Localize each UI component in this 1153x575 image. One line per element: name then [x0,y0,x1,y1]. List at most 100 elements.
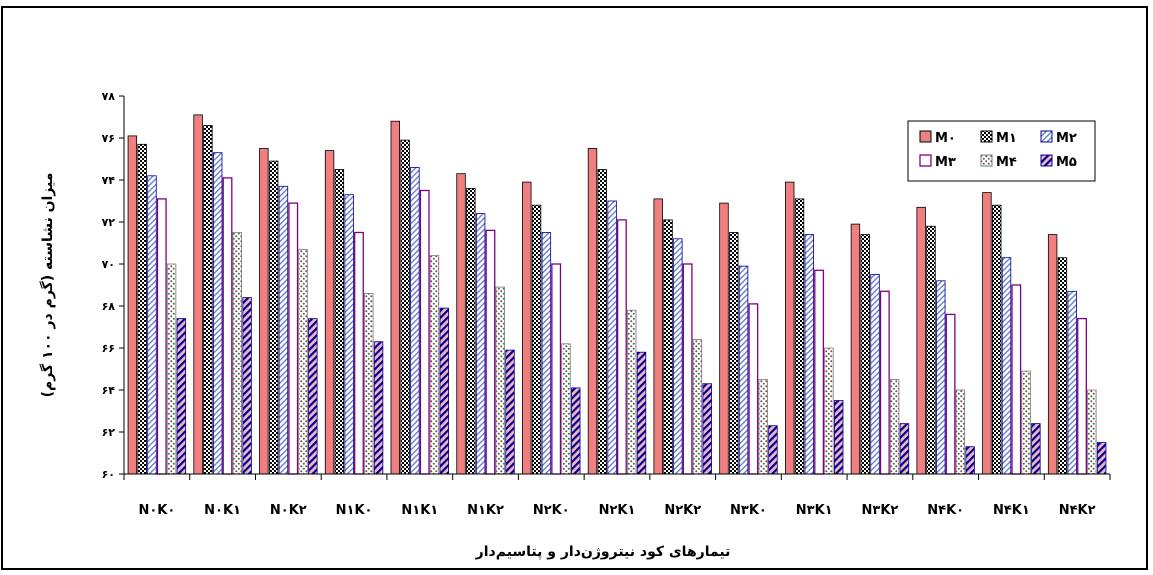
legend: M۰ M۱ M۲ M۳ M۴ M۵ [907,120,1096,182]
bar-1-9 [729,232,739,475]
x-tick-label: N۳K۱ [796,503,833,518]
bar-5-11 [899,423,910,475]
bar-5-1 [242,297,252,475]
bar-4-4 [429,255,440,475]
bar-4-13 [1021,370,1031,475]
legend-swatch [1040,154,1053,167]
bar-1-3 [334,169,345,475]
axes-layer [123,96,1111,480]
bar-2-8 [673,238,683,475]
bar-0-12 [916,206,926,475]
y-ticks: ۶۰ ۶۲ ۶۴ ۶۶ ۶۸ ۷۰ ۷۲ ۷۴ ۷۶ ۷۸ [102,90,124,481]
y-tick-label: ۶۸ [102,300,116,313]
bar-0-10 [785,181,795,475]
bar-0-5 [456,173,466,475]
x-tick-label: N۲K۲ [664,503,701,518]
bar-2-10 [804,234,815,475]
bar-5-4 [439,307,450,475]
bar-2-6 [541,232,552,475]
bar-0-14 [1047,234,1058,475]
bar-4-1 [232,232,243,475]
bar-4-8 [692,339,703,475]
bar-1-2 [268,160,279,475]
bar-5-5 [505,349,515,475]
bar-5-12 [965,446,975,475]
legend-swatch [919,154,932,167]
legend-swatch [1040,130,1053,143]
x-tick-label: N۲K۰ [533,503,570,518]
bar-4-2 [298,248,308,475]
bar-2-11 [870,274,880,475]
bar-5-9 [768,425,778,475]
y-tick-label: ۷۶ [102,132,115,145]
bar-0-11 [850,223,861,475]
bar-1-7 [597,169,608,475]
bar-4-10 [824,347,834,475]
y-tick-label: ۷۸ [102,90,116,103]
bar-4-6 [561,343,571,475]
x-tick-label: N۰K۲ [270,503,307,518]
y-axis-title: میزان نشاسته (گرم در ۱۰۰ گرم) [39,173,56,398]
x-tick-label: N۳K۰ [730,503,767,518]
bar-3-10 [814,269,825,475]
bar-0-1 [193,114,203,475]
legend-swatch [919,130,932,143]
bar-5-13 [1031,423,1041,475]
bar-3-13 [1011,284,1022,475]
bar-3-14 [1077,317,1087,475]
x-tick-label: N۲K۱ [599,503,636,518]
x-tick-label: N۴K۰ [927,503,964,518]
bar-3-11 [879,290,890,475]
x-tick-label: N۰K۱ [204,503,241,518]
bar-4-14 [1087,389,1097,475]
bar-2-7 [607,200,617,475]
bar-1-13 [992,204,1002,475]
legend-label: M۳ [935,155,956,170]
bar-1-14 [1057,257,1068,475]
bar-3-7 [616,219,627,475]
x-tick-label: N۴K۲ [1059,503,1096,518]
bar-2-9 [738,265,749,475]
bar-3-1 [222,177,233,475]
bar-2-3 [344,194,354,475]
x-categories: N۰K۰ N۰K۱ N۰K۲ N۱K۰ N۱K۱ N۱K۲ N۲K۰ N۲K۱ N۲K۲ N۳K۰… [138,503,1095,518]
bar-5-14 [1096,442,1107,475]
bar-2-14 [1067,290,1077,475]
legend-box [907,120,1096,182]
bars-layer [127,114,1107,475]
bar-2-1 [212,152,223,475]
x-tick-label: N۰K۰ [138,503,175,518]
legend-swatch [980,130,993,143]
bar-4-5 [495,286,505,475]
bar-2-12 [936,280,946,475]
bar-5-2 [308,318,318,475]
bar-0-4 [390,120,401,475]
bar-0-8 [653,198,663,475]
y-tick-label: ۶۰ [102,468,115,481]
bar-1-8 [663,219,673,475]
bar-3-9 [748,303,759,475]
bar-4-12 [955,389,966,475]
legend-label: M۴ [996,155,1017,170]
legend-label: M۱ [996,131,1017,146]
bar-0-6 [522,181,532,475]
bar-5-10 [834,400,844,475]
bar-2-2 [278,185,289,475]
y-tick-label: ۷۴ [102,174,116,187]
bar-5-6 [571,387,581,475]
bar-3-8 [682,263,693,475]
x-tick-label: N۱K۰ [336,503,373,518]
y-tick-label: ۶۶ [102,342,115,355]
bar-0-0 [127,135,138,475]
bar-2-0 [147,175,157,475]
bar-1-10 [794,198,805,475]
bar-1-6 [531,204,542,475]
bar-3-2 [288,202,299,475]
y-tick-label: ۷۰ [102,258,115,271]
bar-3-5 [485,229,496,475]
bar-0-7 [587,148,598,475]
bar-0-3 [324,150,335,475]
bar-0-13 [982,192,992,475]
x-tick-label: N۱K۲ [467,503,504,518]
